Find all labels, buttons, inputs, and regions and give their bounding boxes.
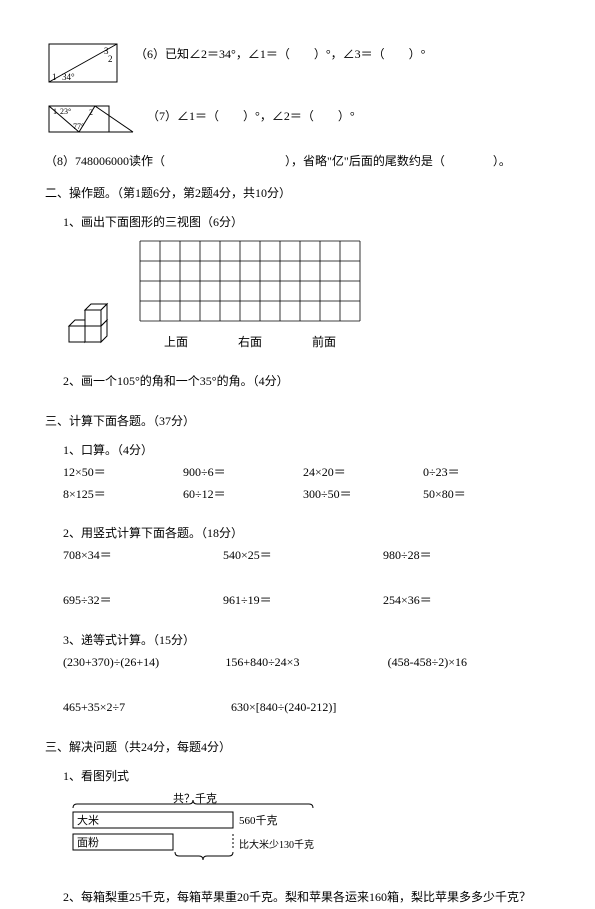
calc-item: 465+35×2÷7	[63, 697, 231, 719]
question-7: 1 23° 2 77° （7）∠1＝（ ）°，∠2＝（ ）°	[45, 102, 550, 146]
calc-item: 12×50＝	[63, 462, 183, 484]
s3-sub2-row0: 708×34＝ 540×25＝ 980÷28＝	[63, 545, 550, 567]
q6-figure: 1 34° 3 2	[45, 40, 125, 96]
s3-sub2: 2、用竖式计算下面各题。（18分） 708×34＝ 540×25＝ 980÷28…	[63, 523, 550, 612]
calc-item: 24×20＝	[303, 462, 423, 484]
q7-label-1: 1	[53, 107, 57, 116]
calc-item: 0÷23＝	[423, 462, 543, 484]
s3-sub3-row0: (230+370)÷(26+14) 156+840÷24×3 (458-458÷…	[63, 652, 550, 674]
s3-sub3-row1: 465+35×2÷7 630×[840÷(240-212)]	[63, 697, 550, 719]
calc-item: 156+840÷24×3	[225, 652, 387, 674]
view-labels-row: 上面 右面 前面	[139, 332, 361, 354]
s3-sub3: 3、递等式计算。（15分） (230+370)÷(26+14) 156+840÷…	[63, 630, 550, 719]
q7-t: ∠1＝（ ）°，∠2＝（ ）°	[177, 109, 355, 123]
q7-text: （7）∠1＝（ ）°，∠2＝（ ）°	[147, 102, 550, 128]
q6-t1: 已知∠2＝	[165, 47, 219, 61]
q6-text: （6）已知∠2＝34°，∠1＝（ ）°，∠3＝（ ）°	[135, 40, 550, 66]
q7-angle-23: 23°	[60, 107, 71, 116]
q7-prefix: （7）	[147, 109, 177, 123]
calc-item: (458-458÷2)×16	[388, 652, 550, 674]
bar-diagram: 共？千克 大米 560千克 面粉 比大米少130千克	[63, 792, 363, 862]
q6-a2: 34°	[219, 47, 236, 61]
calc-item: 60÷12＝	[183, 484, 303, 506]
calc-item: 540×25＝	[223, 545, 383, 567]
s3-sub2-label: 2、用竖式计算下面各题。（18分）	[63, 523, 550, 545]
cube-figure	[63, 288, 121, 354]
question-6: 1 34° 3 2 （6）已知∠2＝34°，∠1＝（ ）°，∠3＝（ ）°	[45, 40, 550, 96]
calc-item: 630×[840÷(240-212)]	[231, 697, 531, 719]
calc-item: 980÷28＝	[383, 545, 543, 567]
section-2-sub2: 2、画一个105°的角和一个35°的角。（4分）	[63, 371, 550, 393]
s3-sub1-row1: 8×125＝ 60÷12＝ 300÷50＝ 50×80＝	[63, 484, 550, 506]
s3-sub1-row0: 12×50＝ 900÷6＝ 24×20＝ 0÷23＝	[63, 462, 550, 484]
diff-note: 比大米少130千克	[239, 838, 314, 851]
calc-item: 900÷6＝	[183, 462, 303, 484]
flour-label: 面粉	[77, 836, 99, 849]
calc-item: 8×125＝	[63, 484, 183, 506]
q6-prefix: （6）	[135, 47, 165, 61]
total-label: 共？千克	[173, 792, 217, 805]
view-label-front: 前面	[287, 332, 361, 354]
calc-item: 708×34＝	[63, 545, 223, 567]
view-label-top: 上面	[139, 332, 213, 354]
q8-prefix: （8）	[45, 154, 75, 168]
section-3-title: 三、计算下面各题。（37分）	[45, 411, 550, 433]
calc-item: 300÷50＝	[303, 484, 423, 506]
q6-label-1: 1	[52, 72, 57, 82]
s3-sub2-row1: 695÷32＝ 961÷19＝ 254×36＝	[63, 590, 550, 612]
rice-value: 560千克	[239, 814, 278, 827]
solve-q2: 2、每箱梨重25千克，每箱苹果重20千克。梨和苹果各运来160箱，梨比苹果多多少…	[63, 887, 550, 909]
section-2-sub1: 1、画出下面图形的三视图（6分）	[63, 212, 550, 353]
q7-label-2: 2	[89, 108, 93, 117]
calc-item: 254×36＝	[383, 590, 543, 612]
section-2-title: 二、操作题。（第1题6分，第2题4分，共10分）	[45, 183, 550, 205]
view-label-side: 右面	[213, 332, 287, 354]
q6-t2: ，∠1＝（ ）°，∠3＝（ ）°	[236, 47, 426, 61]
section-solve-title: 三、解决问题（共24分，每题4分）	[45, 737, 550, 759]
q8-text: 748006000读作（ ），省略"亿"后面的尾数约是（ ）。	[75, 154, 511, 168]
question-8: （8）748006000读作（ ），省略"亿"后面的尾数约是（ ）。	[45, 151, 550, 173]
rice-label: 大米	[77, 813, 99, 827]
s3-sub1: 1、口算。（4分） 12×50＝ 900÷6＝ 24×20＝ 0÷23＝ 8×1…	[63, 440, 550, 505]
s2-sub1-label: 1、画出下面图形的三视图（6分）	[63, 212, 550, 234]
calc-item: (230+370)÷(26+14)	[63, 652, 225, 674]
calc-item: 961÷19＝	[223, 590, 383, 612]
s3-sub3-label: 3、递等式计算。（15分）	[63, 630, 550, 652]
views-grid: 上面 右面 前面	[139, 240, 361, 353]
calc-item: 50×80＝	[423, 484, 543, 506]
q7-angle-77: 77°	[73, 122, 84, 131]
s3-sub1-label: 1、口算。（4分）	[63, 440, 550, 462]
q6-angle-34: 34°	[62, 72, 75, 82]
q6-label-2: 2	[108, 54, 113, 64]
solve-q1-label: 1、看图列式	[63, 766, 550, 788]
q7-figure: 1 23° 2 77°	[45, 102, 137, 146]
solve-q1: 1、看图列式 共？千克 大米 560千克 面粉 比大米少130千克	[63, 766, 550, 869]
calc-item: 695÷32＝	[63, 590, 223, 612]
